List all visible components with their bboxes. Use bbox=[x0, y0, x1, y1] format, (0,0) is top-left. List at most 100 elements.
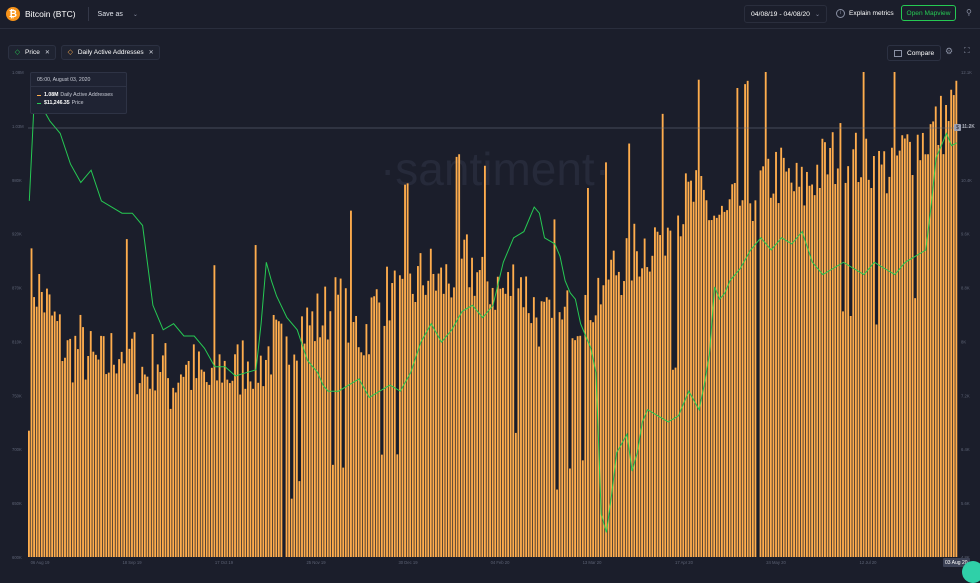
address-bar bbox=[548, 299, 551, 557]
address-bar bbox=[118, 359, 121, 557]
close-icon[interactable]: ✕ bbox=[148, 50, 154, 56]
asset-title[interactable]: Bitcoin (BTC) bbox=[25, 9, 76, 19]
pin-icon[interactable]: ⚲ bbox=[966, 8, 972, 17]
save-as-button[interactable]: Save as bbox=[97, 10, 123, 18]
address-bar bbox=[48, 294, 51, 557]
address-bar bbox=[862, 72, 865, 557]
address-bar bbox=[499, 288, 502, 557]
address-bar bbox=[468, 287, 471, 557]
address-bar bbox=[625, 238, 628, 557]
address-bar bbox=[507, 272, 510, 557]
y-tick-label: 650K bbox=[12, 501, 22, 506]
tooltip-value: 1.08M bbox=[44, 92, 59, 98]
address-bar bbox=[195, 378, 198, 557]
address-bar bbox=[115, 373, 118, 557]
address-bar bbox=[355, 315, 358, 557]
address-bar bbox=[84, 379, 87, 557]
address-bar bbox=[821, 138, 824, 557]
address-bar bbox=[723, 211, 726, 557]
address-bar bbox=[331, 464, 334, 557]
address-bar bbox=[849, 316, 852, 557]
address-bar bbox=[767, 158, 770, 558]
address-bar bbox=[520, 277, 522, 557]
address-bar bbox=[28, 430, 30, 557]
x-tick-label: 17 Apr 20 bbox=[675, 560, 694, 565]
address-bar bbox=[504, 293, 507, 557]
address-bar bbox=[780, 147, 783, 557]
chart[interactable]: ·santiment· 1.08M 1.03M 980K 920K 870K 810K 75… bbox=[0, 0, 980, 569]
address-bar bbox=[339, 278, 342, 557]
address-bar bbox=[378, 302, 381, 557]
address-bar bbox=[396, 454, 399, 557]
price-marker-box: $ bbox=[954, 124, 961, 131]
address-bar bbox=[326, 339, 329, 557]
address-bar bbox=[854, 132, 857, 557]
address-bar bbox=[782, 157, 785, 557]
address-bar bbox=[945, 104, 947, 558]
address-bar bbox=[380, 454, 383, 557]
address-bar bbox=[455, 156, 458, 557]
x-tick-label: 18 Sep 19 bbox=[122, 560, 142, 565]
address-bar bbox=[239, 394, 242, 557]
chevron-down-icon[interactable]: ⌄ bbox=[132, 11, 138, 18]
addresses-bars bbox=[28, 72, 958, 558]
address-bar bbox=[648, 271, 651, 557]
address-bar bbox=[494, 309, 497, 557]
address-bar bbox=[803, 205, 806, 557]
address-bar bbox=[69, 338, 72, 557]
address-bar bbox=[221, 382, 224, 557]
explain-metrics-button[interactable]: i Explain metrics bbox=[836, 5, 894, 21]
address-bar bbox=[550, 317, 553, 557]
address-bar bbox=[316, 293, 319, 557]
address-bar bbox=[612, 250, 615, 557]
compare-label: Compare bbox=[907, 49, 935, 57]
address-bar bbox=[522, 307, 525, 557]
close-icon[interactable]: ✕ bbox=[44, 50, 50, 56]
address-bar bbox=[643, 238, 646, 557]
address-bar bbox=[950, 89, 953, 558]
address-bar bbox=[161, 355, 164, 557]
help-bubble[interactable] bbox=[962, 561, 980, 583]
address-bar bbox=[141, 366, 144, 557]
address-bar bbox=[375, 289, 378, 557]
y-tick-label: 4.8K bbox=[961, 555, 970, 560]
address-bar bbox=[746, 80, 749, 557]
address-bar bbox=[852, 149, 855, 558]
tooltip-label: Price bbox=[71, 100, 84, 106]
watermark: ·santiment· bbox=[380, 143, 610, 195]
address-bar bbox=[530, 323, 533, 557]
fullscreen-icon[interactable]: ⛶ bbox=[964, 46, 970, 55]
address-bar bbox=[875, 324, 878, 557]
address-bar bbox=[867, 179, 870, 557]
address-bar bbox=[878, 150, 880, 558]
address-bar bbox=[179, 374, 182, 557]
address-bar bbox=[146, 376, 149, 557]
address-bar bbox=[844, 182, 847, 558]
address-bar bbox=[517, 288, 520, 557]
address-bar bbox=[417, 266, 419, 557]
address-bar bbox=[460, 258, 463, 557]
address-bar bbox=[362, 355, 365, 557]
address-bar bbox=[391, 283, 394, 557]
compare-icon bbox=[894, 49, 902, 57]
address-bar bbox=[190, 389, 193, 557]
address-bar bbox=[164, 343, 167, 557]
open-mapview-button[interactable]: Open Mapview bbox=[901, 5, 956, 21]
address-bar bbox=[265, 359, 267, 557]
address-bar bbox=[558, 312, 561, 557]
address-bar bbox=[87, 356, 90, 557]
gear-icon[interactable]: ⚙ bbox=[945, 46, 954, 56]
metric-chip-price[interactable]: ◇ Price ✕ bbox=[8, 45, 56, 60]
address-bar bbox=[169, 408, 172, 557]
address-bar bbox=[839, 123, 842, 557]
compare-button[interactable]: Compare bbox=[887, 45, 942, 61]
address-bar bbox=[633, 223, 636, 557]
address-bar bbox=[630, 280, 633, 557]
date-range-picker[interactable]: 04/08/19 - 04/08/20 ⌄ bbox=[744, 5, 827, 23]
address-bar bbox=[74, 335, 77, 557]
metric-chip-daily-active-addresses[interactable]: ◇ Daily Active Addresses ✕ bbox=[60, 45, 160, 60]
address-bar bbox=[234, 354, 236, 557]
address-bar bbox=[76, 349, 79, 557]
address-bar bbox=[535, 317, 538, 557]
address-bar bbox=[829, 147, 832, 558]
